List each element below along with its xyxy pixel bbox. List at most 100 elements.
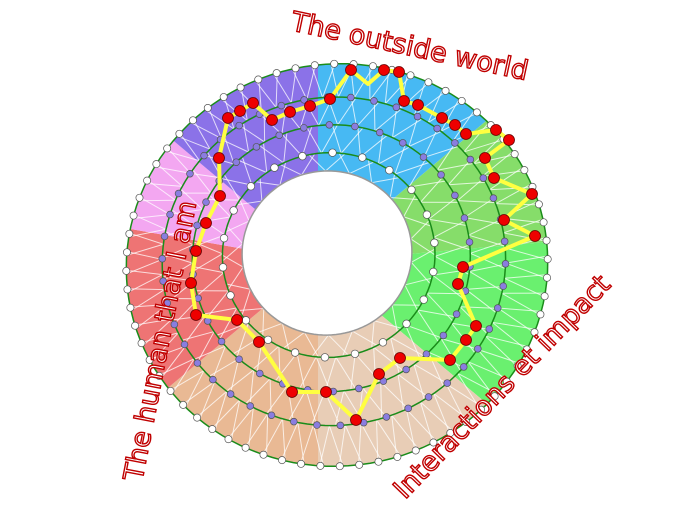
path-node — [214, 190, 226, 202]
path-node — [503, 134, 515, 146]
node — [490, 392, 499, 401]
node — [246, 402, 255, 410]
spoke — [179, 133, 201, 162]
spoke — [391, 414, 420, 450]
spoke — [248, 407, 254, 450]
node — [143, 176, 152, 185]
spoke — [305, 389, 318, 426]
spoke — [223, 174, 241, 201]
node — [328, 148, 337, 157]
spoke — [282, 418, 286, 461]
node — [429, 267, 438, 277]
node — [539, 218, 548, 227]
node — [122, 248, 131, 257]
node — [298, 152, 307, 161]
path-node — [444, 354, 456, 366]
spoke — [404, 324, 421, 360]
node — [457, 96, 466, 105]
spoke — [371, 320, 375, 349]
spoke — [397, 374, 405, 411]
path-node — [213, 152, 225, 164]
spoke — [219, 307, 238, 340]
spoke — [503, 218, 544, 234]
spoke — [464, 217, 502, 225]
spoke — [423, 128, 438, 158]
node — [392, 103, 401, 112]
node — [202, 198, 210, 206]
spoke — [420, 401, 454, 432]
spoke — [207, 107, 223, 139]
node — [163, 299, 171, 307]
spoke — [126, 243, 164, 256]
spoke — [433, 237, 471, 251]
spoke — [469, 263, 506, 272]
path-node — [190, 245, 202, 257]
spoke — [408, 180, 446, 188]
spoke — [308, 154, 326, 172]
spoke — [342, 330, 353, 357]
node — [479, 174, 488, 182]
node — [200, 151, 208, 160]
spoke — [169, 370, 205, 391]
spoke — [405, 408, 437, 442]
spoke — [220, 138, 249, 153]
node — [402, 319, 411, 328]
node — [193, 413, 202, 422]
path-node — [393, 66, 405, 78]
spoke — [199, 381, 216, 420]
spoke — [209, 194, 231, 218]
spoke — [299, 424, 315, 464]
label-human: The human that I am — [118, 198, 203, 484]
label-interactions: Interactions et impact — [388, 269, 617, 505]
spoke — [405, 324, 442, 339]
path-node — [460, 128, 472, 140]
spoke — [408, 116, 419, 147]
spoke — [428, 197, 457, 220]
spoke — [404, 284, 418, 311]
spoke — [255, 181, 280, 186]
node — [419, 295, 428, 304]
node — [441, 86, 450, 95]
spoke — [338, 152, 350, 174]
path-node — [247, 97, 259, 109]
path-node — [190, 309, 202, 321]
spoke — [391, 304, 398, 333]
spoke — [452, 110, 475, 142]
spoke — [222, 254, 244, 268]
spoke — [497, 307, 535, 334]
node — [489, 194, 498, 202]
node — [460, 214, 469, 222]
spoke — [301, 126, 313, 157]
node — [393, 452, 402, 461]
node — [254, 75, 263, 84]
spoke — [394, 161, 430, 175]
spoke — [220, 98, 248, 121]
path-node — [373, 368, 385, 380]
node — [246, 182, 256, 191]
node — [193, 359, 202, 367]
spoke — [481, 151, 514, 177]
spoke — [311, 334, 329, 357]
spoke — [457, 178, 484, 201]
path-node — [470, 320, 482, 332]
node — [300, 96, 308, 104]
spoke — [445, 383, 467, 423]
spoke — [283, 132, 288, 163]
node — [278, 456, 286, 465]
node — [351, 122, 359, 131]
node — [129, 211, 138, 220]
spoke — [419, 401, 434, 443]
node — [241, 443, 250, 452]
spoke — [132, 214, 171, 220]
node — [439, 331, 448, 340]
spoke — [492, 321, 536, 330]
spoke — [262, 308, 265, 337]
spoke — [130, 303, 168, 308]
spoke — [358, 423, 362, 465]
spoke — [242, 122, 250, 153]
node — [501, 260, 510, 268]
spoke — [160, 345, 186, 379]
spoke — [311, 391, 326, 425]
node — [350, 349, 360, 359]
spoke — [485, 335, 529, 348]
